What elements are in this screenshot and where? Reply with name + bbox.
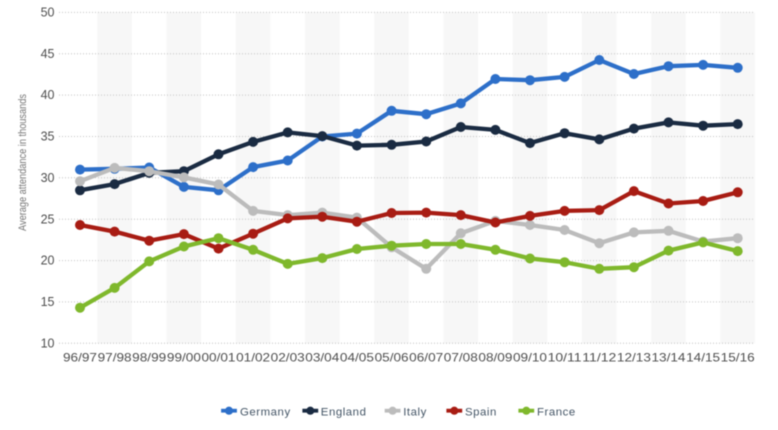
- svg-text:03/04: 03/04: [305, 351, 339, 365]
- svg-text:Spain: Spain: [465, 406, 497, 418]
- svg-text:00/01: 00/01: [202, 351, 236, 365]
- svg-text:Germany: Germany: [240, 406, 291, 418]
- svg-text:98/99: 98/99: [132, 351, 166, 365]
- svg-text:20: 20: [41, 254, 55, 268]
- svg-text:04/05: 04/05: [340, 351, 374, 365]
- svg-text:08/09: 08/09: [478, 351, 512, 365]
- svg-text:15/16: 15/16: [721, 351, 755, 365]
- svg-text:Italy: Italy: [403, 406, 427, 418]
- svg-text:10: 10: [41, 336, 55, 350]
- svg-text:15: 15: [41, 295, 55, 309]
- svg-text:97/98: 97/98: [98, 351, 132, 365]
- svg-text:05/06: 05/06: [375, 351, 409, 365]
- svg-text:40: 40: [41, 88, 55, 102]
- svg-text:25: 25: [41, 212, 55, 226]
- svg-text:35: 35: [41, 130, 55, 144]
- svg-text:99/00: 99/00: [167, 351, 201, 365]
- svg-text:Average attendance in thousand: Average attendance in thousands: [17, 93, 29, 231]
- svg-text:12/13: 12/13: [617, 351, 651, 365]
- svg-text:96/97: 96/97: [63, 351, 97, 365]
- svg-text:14/15: 14/15: [686, 351, 720, 365]
- svg-text:France: France: [537, 406, 576, 418]
- svg-text:01/02: 01/02: [236, 351, 270, 365]
- svg-text:06/07: 06/07: [409, 351, 443, 365]
- svg-text:02/03: 02/03: [271, 351, 305, 365]
- svg-text:50: 50: [41, 6, 55, 20]
- svg-text:45: 45: [41, 47, 55, 61]
- svg-text:11/12: 11/12: [582, 351, 616, 365]
- svg-text:09/10: 09/10: [513, 351, 547, 365]
- svg-text:30: 30: [41, 171, 55, 185]
- svg-text:10/11: 10/11: [548, 351, 582, 365]
- svg-text:England: England: [321, 406, 367, 418]
- svg-text:07/08: 07/08: [444, 351, 478, 365]
- svg-text:13/14: 13/14: [652, 351, 686, 365]
